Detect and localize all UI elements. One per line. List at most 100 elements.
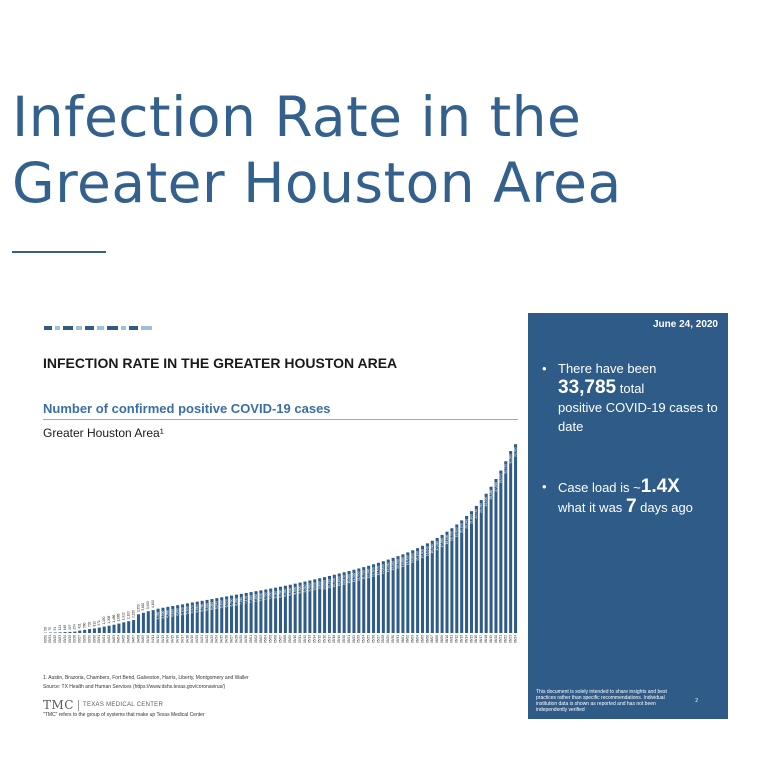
bar-04/28 <box>234 594 238 633</box>
data-label-05/27: 12,570 <box>376 566 380 576</box>
data-label-04/27: 6,700 <box>229 598 233 606</box>
x-tick-label-06/13: 06/13 <box>460 635 464 643</box>
data-label-04/03: 1,486 <box>112 614 116 622</box>
data-label-04/16: 4,980 <box>176 608 180 616</box>
bar-04/15 <box>171 606 175 633</box>
data-label-03/21: 75 <box>48 627 52 631</box>
data-label-05/28: 12,850 <box>381 564 385 574</box>
data-label-05/31: 13,750 <box>396 559 400 569</box>
bar-05/12 <box>303 581 307 633</box>
bar-05/29 <box>386 559 390 633</box>
bar-06/15 <box>469 511 473 633</box>
bar-05/02 <box>254 591 258 633</box>
x-tick-label-05/24: 05/24 <box>362 635 366 643</box>
x-tick-label-03/24: 03/24 <box>63 635 67 643</box>
bar-05/13 <box>308 580 312 633</box>
data-label-04/14: 4,680 <box>166 610 170 618</box>
x-tick-label-06/11: 06/11 <box>450 635 454 643</box>
x-tick-label-05/18: 05/18 <box>332 635 336 643</box>
x-tick-label-05/22: 05/22 <box>352 635 356 643</box>
x-tick-label-05/26: 05/26 <box>371 635 375 643</box>
data-label-05/15: 9,800 <box>318 581 322 589</box>
bar-04/29 <box>239 593 243 633</box>
data-label-04/11: 4,100 <box>151 600 155 608</box>
x-tick-label-05/19: 05/19 <box>337 635 341 643</box>
bar-04/14 <box>166 606 170 633</box>
data-label-04/29: 7,010 <box>239 597 243 605</box>
x-tick-label-06/22: 06/22 <box>504 635 508 643</box>
x-tick-label-05/17: 05/17 <box>327 635 331 643</box>
x-tick-label-06/01: 06/01 <box>401 635 405 643</box>
bar-06/09 <box>440 534 444 633</box>
data-label-03/20: 58 <box>43 627 47 631</box>
bar-04/19 <box>190 602 194 633</box>
data-label-06/21: 29,070 <box>499 473 503 483</box>
bar-06/07 <box>430 540 434 633</box>
data-label-06/18: 24,920 <box>484 497 488 507</box>
x-tick-label-04/19: 04/19 <box>190 635 194 643</box>
x-tick-label-06/06: 06/06 <box>425 635 429 643</box>
x-tick-label-05/15: 05/15 <box>318 635 322 643</box>
bar-05/22 <box>352 569 356 633</box>
data-label-06/24: 33,785 <box>513 447 517 457</box>
x-tick-label-04/23: 04/23 <box>210 635 214 643</box>
bullet1-post: positive COVID-19 cases to date <box>558 400 718 434</box>
x-tick-label-06/21: 06/21 <box>499 635 503 643</box>
x-tick-label-04/08: 04/08 <box>136 635 140 643</box>
data-label-04/06: 2,110 <box>127 611 131 619</box>
bar-05/21 <box>347 571 351 633</box>
x-tick-label-05/16: 05/16 <box>322 635 326 643</box>
x-tick-label-04/07: 04/07 <box>131 635 135 643</box>
bar-06/21 <box>499 470 503 633</box>
data-label-04/25: 6,390 <box>220 600 224 608</box>
data-label-05/29: 13,140 <box>386 562 390 572</box>
bar-04/13 <box>161 607 165 633</box>
x-tick-label-05/25: 05/25 <box>366 635 370 643</box>
bar-03/25 <box>68 631 72 633</box>
bar-05/20 <box>342 572 346 633</box>
data-label-05/02: 7,480 <box>254 594 258 602</box>
x-tick-label-06/03: 06/03 <box>411 635 415 643</box>
x-tick-label-05/11: 05/11 <box>298 635 302 643</box>
bar-04/23 <box>210 599 214 633</box>
chart-title-rule <box>43 419 518 420</box>
summary-sidebar: June 24, 2020 • There have been 33,785 t… <box>528 313 728 719</box>
bar-05/26 <box>372 564 376 633</box>
x-tick-label-05/23: 05/23 <box>357 635 361 643</box>
x-tick-label-06/14: 06/14 <box>464 635 468 643</box>
data-label-05/01: 7,320 <box>249 595 253 603</box>
bar-06/08 <box>435 537 439 633</box>
data-label-05/22: 11,320 <box>352 573 356 583</box>
bar-05/31 <box>396 556 400 633</box>
data-label-04/15: 4,830 <box>171 609 175 617</box>
bar-03/23 <box>58 632 62 633</box>
page-title: Infection Rate in the Greater Houston Ar… <box>12 85 622 215</box>
x-tick-label-04/14: 04/14 <box>166 635 170 643</box>
x-tick-label-06/23: 06/23 <box>508 635 512 643</box>
footnote-regions: 1. Austin, Brazoria, Chambers, Fort Bend… <box>43 675 249 681</box>
data-label-05/17: 10,210 <box>327 579 331 589</box>
x-tick-label-04/24: 04/24 <box>215 635 219 643</box>
bar-06/05 <box>420 545 425 633</box>
bar-06/03 <box>411 550 415 633</box>
x-tick-label-04/02: 04/02 <box>107 635 111 643</box>
x-tick-label-06/07: 06/07 <box>430 635 434 643</box>
data-label-05/23: 11,550 <box>357 571 361 581</box>
data-label-04/22: 5,920 <box>205 603 209 611</box>
bar-04/07 <box>132 620 136 633</box>
data-label-06/07: 16,510 <box>430 544 434 554</box>
bar-03/28 <box>83 629 87 633</box>
data-label-05/03: 7,630 <box>259 593 263 601</box>
logo-mark: TMC <box>43 698 74 712</box>
data-label-05/20: 10,870 <box>342 575 346 585</box>
x-tick-label-05/27: 05/27 <box>376 635 380 643</box>
x-tick-label-05/31: 05/31 <box>396 635 400 643</box>
slide-image: INFECTION RATE IN THE GREATER HOUSTON AR… <box>26 313 728 719</box>
bar-06/06 <box>425 543 429 633</box>
data-label-03/31: 971 <box>97 620 101 626</box>
data-label-05/16: 10,000 <box>322 580 326 590</box>
bar-05/01 <box>249 592 253 633</box>
bar-04/09 <box>141 612 145 633</box>
data-label-03/27: 421 <box>78 623 82 629</box>
x-tick-label-06/04: 06/04 <box>415 635 419 643</box>
